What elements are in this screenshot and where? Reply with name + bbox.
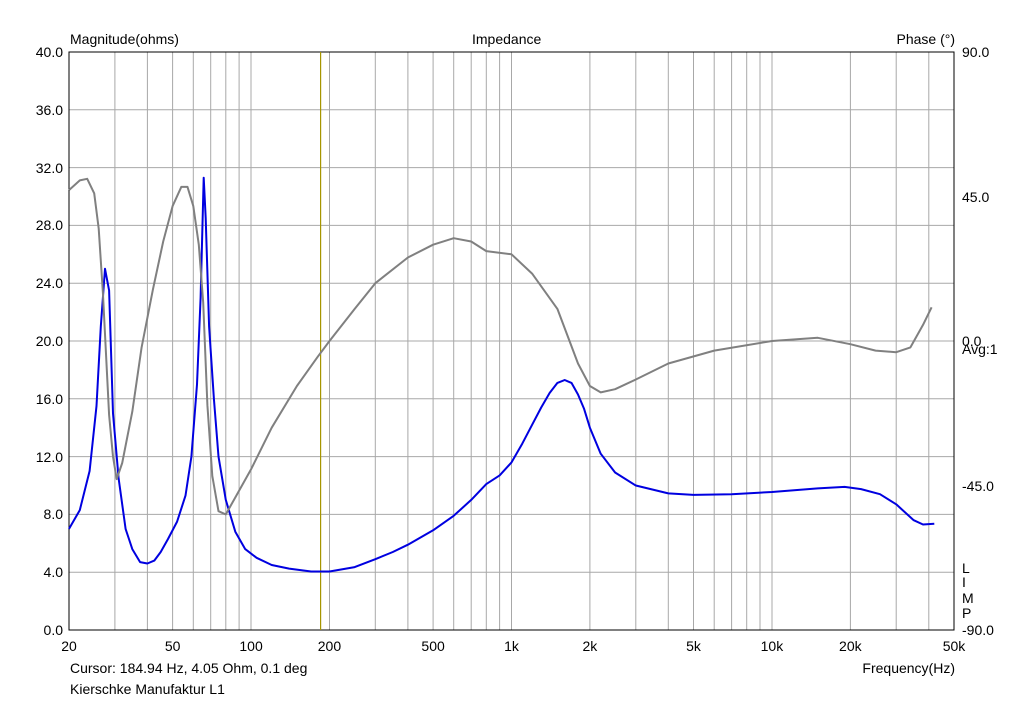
x-tick-label: 10k xyxy=(760,638,784,654)
y2-tick-label: -45.0 xyxy=(962,477,994,494)
y2-tick-label: -90.0 xyxy=(962,622,994,638)
right-axis-title: Phase (°) xyxy=(896,31,955,47)
x-tick-label: 50 xyxy=(164,638,181,654)
x-tick-label: 50k xyxy=(942,638,966,654)
limp-letter-i: I xyxy=(962,574,966,590)
left-axis-title: Magnitude(ohms) xyxy=(70,31,179,47)
y-tick-label: 4.0 xyxy=(43,564,63,581)
x-tick-label: 2k xyxy=(582,638,598,654)
limp-letter-p: P xyxy=(962,605,972,621)
x-tick-label: 5k xyxy=(686,638,701,654)
x-tick-label: 20 xyxy=(61,638,77,654)
limp-letter-m: M xyxy=(962,590,974,606)
y-tick-label: 12.0 xyxy=(35,448,63,465)
series-layer xyxy=(68,176,935,573)
y-tick-label: 16.0 xyxy=(35,390,63,407)
y-tick-label: 20.0 xyxy=(35,333,63,349)
y2-tick-label: 45.0 xyxy=(962,188,990,205)
y-tick-label: 0.0 xyxy=(43,622,63,638)
x-tick-label: 20k xyxy=(839,638,862,654)
y-tick-label: 24.0 xyxy=(35,275,63,292)
x-axis-title: Frequency(Hz) xyxy=(862,660,955,676)
limp-letter-l: L xyxy=(962,560,970,576)
y-tick-label: 8.0 xyxy=(43,506,63,523)
cursor-readout: Cursor: 184.94 Hz, 4.05 Ohm, 0.1 deg xyxy=(70,660,308,676)
y-tick-label: 28.0 xyxy=(35,217,63,234)
y-tick-label: 36.0 xyxy=(35,101,63,118)
chart-title: Impedance xyxy=(472,31,542,47)
y-tick-label: 40.0 xyxy=(35,44,63,60)
y-tick-label: 32.0 xyxy=(35,159,63,176)
x-tick-label: 100 xyxy=(239,638,263,654)
average-label: Avg:1 xyxy=(962,341,998,357)
x-tick-label: 200 xyxy=(317,638,342,654)
plot-frame xyxy=(68,51,955,631)
x-tick-label: 1k xyxy=(504,638,519,654)
magnitude-series-line xyxy=(68,176,935,573)
x-tick-label: 500 xyxy=(421,638,445,654)
grid xyxy=(69,52,954,630)
y2-tick-label: 90.0 xyxy=(962,44,990,60)
phase-series-line xyxy=(68,177,933,516)
y2-tick-label: 0.0 xyxy=(962,333,982,349)
source-label: Kierschke Manufaktur L1 xyxy=(70,681,225,697)
